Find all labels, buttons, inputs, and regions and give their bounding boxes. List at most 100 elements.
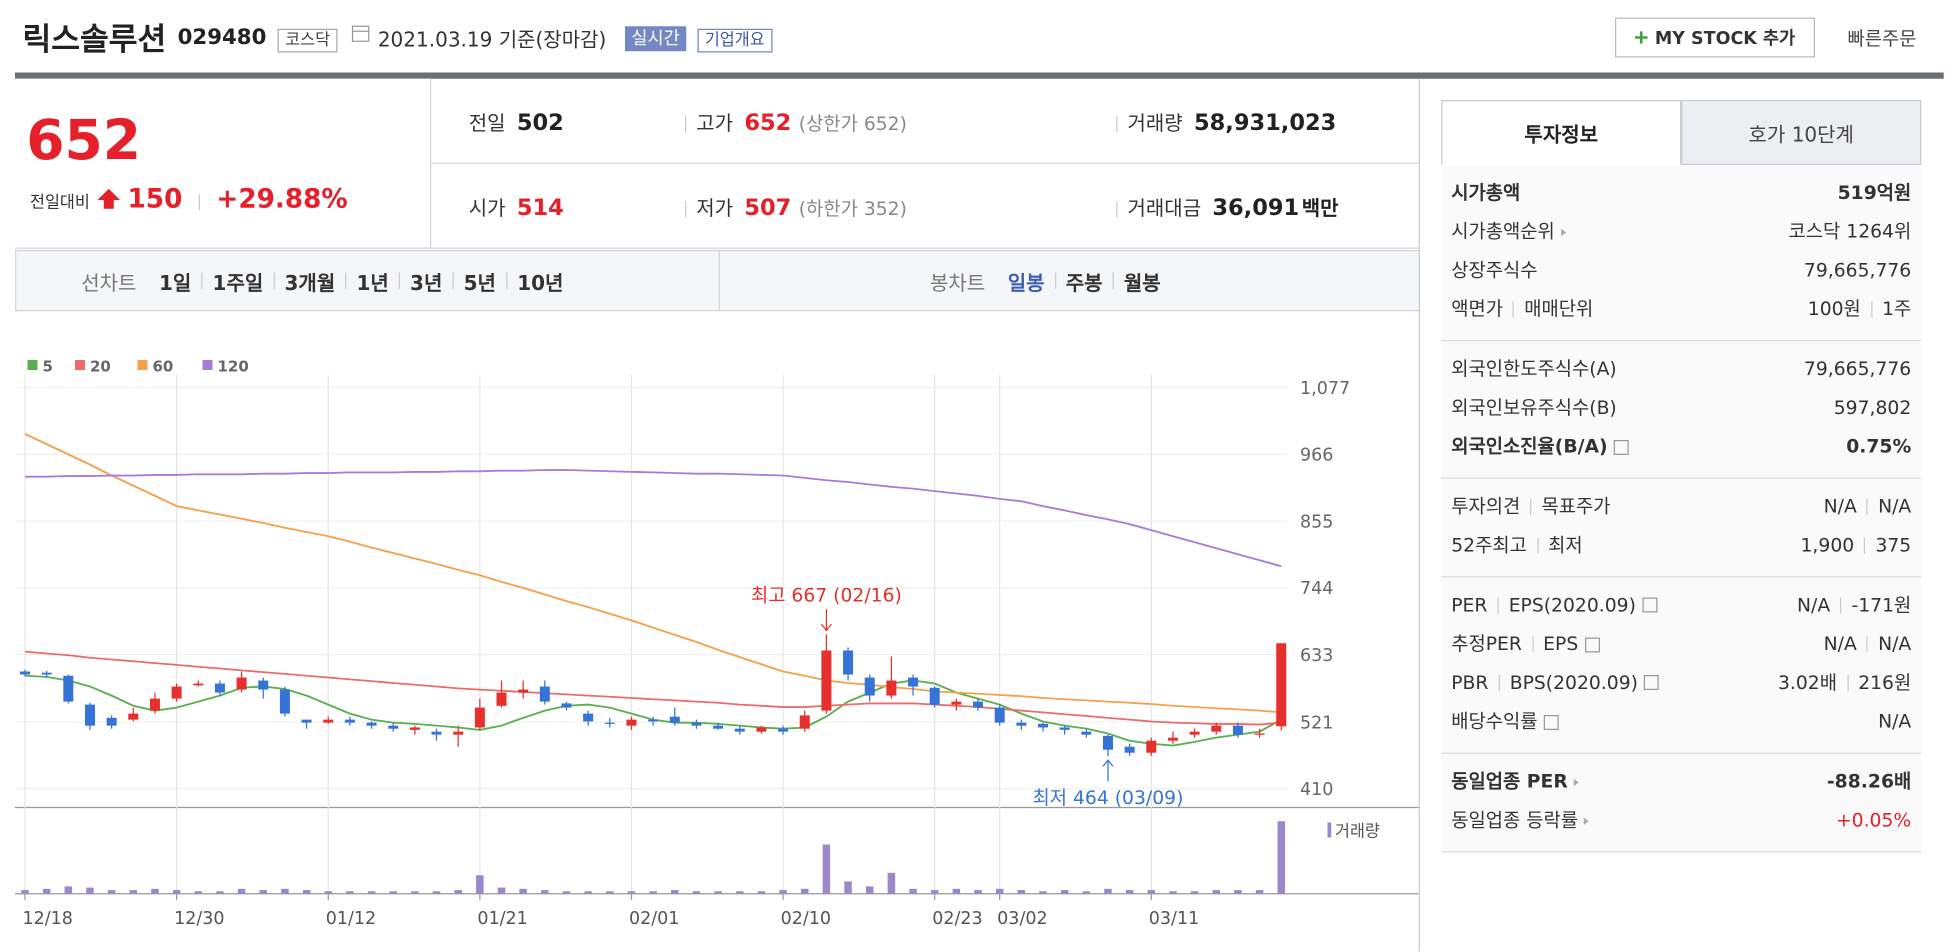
mystock-label: MY STOCK 추가	[1654, 28, 1796, 49]
info-label: 동일업종 등락률	[1451, 806, 1590, 832]
quote-value: 507	[744, 195, 792, 222]
stock-name: 릭스솔루션	[22, 21, 167, 58]
info-value: N/A N/A	[1824, 494, 1912, 517]
volume-bar	[671, 890, 679, 894]
candle-body	[1124, 746, 1135, 753]
tab[interactable]: 3개월	[284, 270, 336, 295]
value-text: 79,665,776	[1803, 356, 1912, 380]
info-row: 52주최고 최저 1,900 375	[1451, 525, 1911, 564]
candle-body	[669, 716, 680, 723]
tab[interactable]: 3년	[410, 270, 443, 295]
overview[interactable]: 기업개요	[697, 28, 773, 52]
volume-bar	[692, 891, 701, 894]
info-value: -88.26배	[1827, 768, 1911, 794]
info-row: 시가총액순위 코스닥 1264위	[1451, 211, 1911, 250]
candle-body	[821, 650, 832, 711]
candle-body	[561, 703, 572, 708]
tab[interactable]: 1일	[158, 270, 192, 295]
candle-body	[1059, 727, 1070, 730]
candle-chart-tabs: 봉차트 일봉 주봉 월봉	[718, 250, 1420, 312]
tab[interactable]: 일봉	[1007, 270, 1045, 295]
mystock-button[interactable]: MY STOCK 추가	[1615, 17, 1815, 58]
y-tick-label: 410	[1300, 780, 1333, 800]
x-tick-label: 03/11	[1149, 909, 1199, 929]
info-group: 동일업종 PER -88.26배 동일업종 등락률 +0.05%	[1441, 754, 1922, 853]
label-text: EPS	[1543, 632, 1579, 656]
separator	[1866, 635, 1869, 652]
label-text: PER	[1451, 593, 1488, 616]
quote-label: 거래대금	[1127, 196, 1202, 220]
info-row: 외국인한도주식수(A) 79,665,776	[1451, 349, 1911, 388]
value-text: N/A	[1878, 631, 1912, 655]
candle-body	[713, 725, 724, 729]
volume-bar	[822, 844, 831, 894]
value-text: 100원	[1807, 297, 1861, 321]
volume-bar	[562, 891, 571, 894]
quote-value: 58,931,023	[1193, 110, 1337, 137]
candle-body	[518, 689, 529, 693]
candle-body	[799, 715, 810, 729]
candle-body	[951, 701, 962, 705]
volume-bar	[1255, 890, 1264, 894]
help-icon	[1642, 597, 1658, 613]
arrow-icon	[1561, 228, 1567, 236]
label-text: 최저	[1548, 533, 1583, 557]
separator	[1498, 674, 1500, 691]
volume-bar	[1125, 890, 1134, 894]
separator	[505, 272, 508, 289]
info-tab[interactable]: 투자정보	[1441, 100, 1682, 165]
legend-swatch	[137, 360, 148, 370]
legend-swatch	[27, 360, 38, 370]
quote-unit: 백만	[1301, 196, 1339, 220]
legend-swatch	[202, 360, 213, 370]
info-row: PER EPS(2020.09) N/A -171원	[1451, 585, 1911, 624]
volume-bar	[172, 890, 181, 894]
candle-body	[431, 731, 442, 735]
info-label: 배당수익률	[1451, 708, 1559, 734]
low-arrow	[1102, 759, 1114, 782]
tab[interactable]: 1년	[356, 270, 389, 295]
divider	[1418, 78, 1420, 952]
tab[interactable]: 주봉	[1065, 270, 1103, 295]
label-text: 외국인한도주식수(A)	[1451, 357, 1617, 381]
help-icon	[1584, 636, 1600, 652]
candle-body	[1037, 723, 1048, 728]
label-text: 목표주가	[1541, 495, 1611, 518]
separator	[1497, 596, 1499, 614]
info-value: 코스닥 1264위	[1789, 218, 1912, 244]
tab[interactable]: 1주일	[212, 270, 264, 295]
tab[interactable]: 월봉	[1123, 270, 1161, 295]
tab[interactable]: 10년	[517, 270, 564, 295]
quote-value: 36,091	[1212, 195, 1300, 222]
volume-bar	[1234, 890, 1242, 894]
row-rule	[431, 162, 1419, 164]
tab[interactable]: 5년	[463, 270, 496, 295]
candle-body	[539, 686, 550, 702]
quote-value: 514	[516, 195, 564, 222]
value-text: N/A	[1797, 593, 1831, 617]
info-value: 1,900 375	[1801, 533, 1912, 556]
volume-bar	[844, 881, 852, 894]
volume-bar	[129, 890, 138, 894]
info-row: 동일업종 등락률 +0.05%	[1451, 800, 1911, 839]
tab-group-label: 봉차트	[930, 270, 986, 295]
realtime[interactable]: 실시간	[625, 26, 686, 52]
value-text: N/A	[1878, 709, 1912, 732]
candle-body	[258, 680, 269, 690]
x-tick-label: 01/21	[477, 909, 527, 929]
volume-bar	[454, 890, 462, 894]
info-tabs: 투자정보 호가 10단계	[1441, 100, 1922, 165]
change-value: 150	[127, 183, 183, 214]
volume-bar	[432, 891, 441, 894]
volume-bar	[1147, 890, 1156, 894]
volume-bar	[800, 888, 809, 894]
info-label: 시가총액순위	[1451, 218, 1567, 244]
volume-bar	[302, 890, 311, 894]
volume-bar	[107, 890, 116, 894]
quick-order[interactable]: 빠른주문	[1848, 25, 1917, 51]
candle-body	[908, 677, 919, 687]
candle-body	[171, 686, 182, 699]
info-value: 100원 1주	[1808, 295, 1911, 321]
info-tab[interactable]: 호가 10단계	[1681, 100, 1922, 165]
quote-item: 전일 502	[469, 106, 564, 136]
